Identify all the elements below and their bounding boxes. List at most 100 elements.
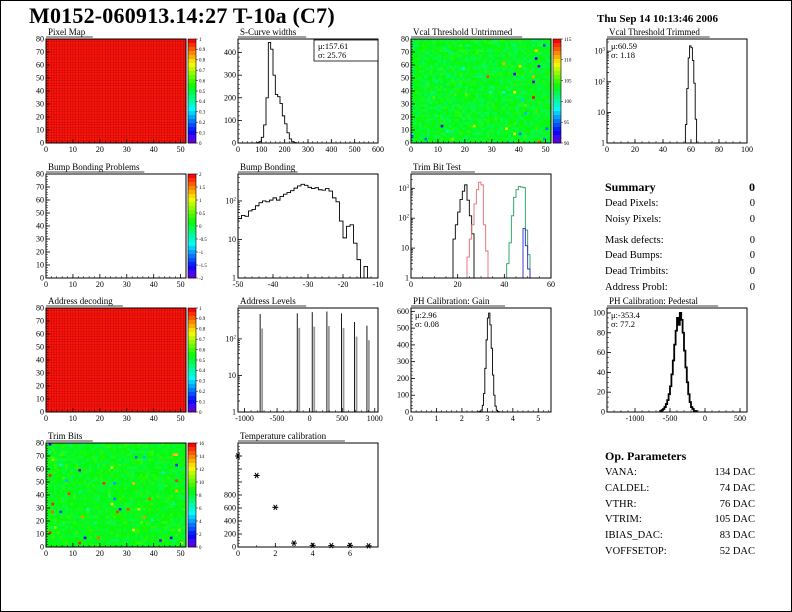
svg-text:0.2: 0.2 (199, 121, 206, 126)
svg-text:0.3: 0.3 (199, 111, 206, 116)
chart-address-levels: -1000 -500 0 500 1000 1 10 102 Address Levels (216, 295, 412, 431)
svg-text:0: 0 (409, 414, 413, 423)
svg-text:Address decoding: Address decoding (48, 296, 113, 306)
svg-text:0: 0 (405, 139, 409, 148)
chart-bump-bonding-problems: 2 1.5 1 0.5 0 -0.5 -1 -1.5 -2 0 10 20 30 40 50 0 10 20 30 4… (24, 161, 220, 297)
svg-text:50: 50 (401, 74, 409, 83)
svg-text:30: 30 (488, 145, 496, 154)
svg-text:0: 0 (601, 408, 605, 417)
svg-text:0.4: 0.4 (199, 369, 206, 374)
svg-text:30: 30 (123, 414, 131, 423)
svg-text:0.3: 0.3 (199, 380, 206, 385)
svg-text:100: 100 (741, 145, 753, 154)
svg-text:-500: -500 (270, 414, 285, 423)
svg-text:Vcal Threshold Untrimmed: Vcal Threshold Untrimmed (413, 27, 513, 37)
svg-text:0.7: 0.7 (199, 338, 206, 343)
svg-text:1: 1 (232, 408, 236, 417)
svg-text:-1.5: -1.5 (199, 264, 207, 269)
svg-text:50: 50 (36, 209, 44, 218)
svg-text:1: 1 (199, 199, 202, 204)
svg-text:0: 0 (405, 408, 409, 417)
op-param-label: VOFFSETOP: (605, 545, 667, 557)
svg-text:S-Curve widths: S-Curve widths (240, 27, 297, 37)
svg-text:50: 50 (36, 343, 44, 352)
svg-text:0: 0 (409, 280, 413, 289)
svg-text:μ:60.59: μ:60.59 (611, 41, 637, 51)
svg-text:0.8: 0.8 (199, 328, 206, 333)
svg-text:0.4: 0.4 (199, 100, 206, 105)
svg-text:1: 1 (199, 38, 202, 43)
svg-text:20: 20 (96, 280, 104, 289)
svg-text:600: 600 (372, 145, 384, 154)
svg-text:50: 50 (542, 145, 550, 154)
svg-text:102: 102 (226, 334, 237, 343)
svg-text:30: 30 (123, 145, 131, 154)
svg-text:0: 0 (236, 145, 240, 154)
chart-ph-calibration-gain: 0 1 2 3 4 5 0 100 200 300 400 500 600 PH Calibration:… (389, 295, 585, 431)
svg-text:0: 0 (605, 145, 609, 154)
svg-text:500: 500 (397, 324, 409, 333)
svg-text:0: 0 (44, 280, 48, 289)
svg-text:Bump Bonding Problems: Bump Bonding Problems (48, 162, 140, 172)
svg-text:10: 10 (228, 371, 236, 380)
svg-text:300: 300 (397, 357, 409, 366)
svg-text:500: 500 (349, 145, 361, 154)
svg-text:20: 20 (96, 145, 104, 154)
svg-text:10: 10 (69, 145, 77, 154)
svg-text:200: 200 (224, 93, 236, 102)
svg-text:70: 70 (36, 317, 44, 326)
svg-text:0: 0 (308, 414, 312, 423)
svg-text:100: 100 (255, 145, 267, 154)
chart-bump-bonding: -50 -40 -30 -20 -10 1 10 102 Bump Bonding (216, 161, 412, 297)
svg-text:Pixel Map: Pixel Map (48, 27, 86, 37)
svg-text:-2: -2 (199, 277, 204, 282)
chart-vcal-threshold-trimmed: 0 20 40 60 80 100 1 10 102 103 Vcal Threshold Trim… (585, 26, 781, 162)
svg-text:80: 80 (36, 170, 44, 179)
summary-value: 0 (749, 213, 755, 225)
svg-text:95: 95 (564, 121, 570, 126)
svg-text:-30: -30 (303, 280, 314, 289)
svg-text:80: 80 (36, 304, 44, 313)
svg-text:100: 100 (397, 391, 409, 400)
svg-text:10: 10 (597, 108, 605, 117)
op-param-value: 52 DAC (719, 545, 755, 557)
svg-text:2: 2 (199, 173, 202, 178)
svg-text:0: 0 (703, 414, 707, 423)
svg-text:20: 20 (36, 113, 44, 122)
svg-text:-500: -500 (663, 414, 678, 423)
summary-label: Dead Bumps: (605, 250, 663, 262)
svg-text:-0.5: -0.5 (199, 238, 207, 243)
svg-text:40: 40 (597, 368, 605, 377)
svg-text:40: 40 (150, 280, 158, 289)
svg-text:60: 60 (36, 330, 44, 339)
summary-label: Dead Pixels: (605, 198, 659, 209)
svg-text:5: 5 (536, 414, 540, 423)
chart-address-decoding: 1 0.9 0.8 0.7 0.6 0.5 0.4 0.3 0.2 0.1 0 0 10 20 30 40 50… (24, 295, 220, 431)
svg-text:10: 10 (228, 235, 236, 244)
svg-text:0: 0 (199, 142, 202, 147)
svg-text:0.9: 0.9 (199, 48, 206, 53)
svg-text:0.2: 0.2 (199, 390, 206, 395)
svg-text:1.5: 1.5 (199, 186, 206, 191)
summary-panel: Summary 0 Dead Pixels: 0 Noisy Pixels: 0 M… (585, 161, 781, 297)
op-param-label: IBIAS_DAC: (605, 530, 663, 541)
svg-text:10: 10 (36, 126, 44, 135)
svg-text:1: 1 (199, 307, 202, 312)
svg-text:100: 100 (224, 116, 236, 125)
svg-text:0: 0 (199, 225, 202, 230)
svg-text:300: 300 (224, 71, 236, 80)
svg-text:1: 1 (601, 139, 605, 148)
summary-label: Mask defects: (605, 234, 664, 246)
svg-text:20: 20 (461, 145, 469, 154)
svg-text:80: 80 (715, 145, 723, 154)
svg-text:-50: -50 (233, 280, 244, 289)
svg-text:110: 110 (564, 59, 572, 64)
svg-text:50: 50 (177, 145, 185, 154)
svg-text:10: 10 (36, 395, 44, 404)
svg-text:50: 50 (177, 414, 185, 423)
page-title: M0152-060913.14:27 T-10a (C7) (29, 3, 335, 28)
svg-text:115: 115 (564, 38, 572, 43)
svg-text:30: 30 (123, 280, 131, 289)
op-param-value: 76 DAC (719, 498, 755, 510)
